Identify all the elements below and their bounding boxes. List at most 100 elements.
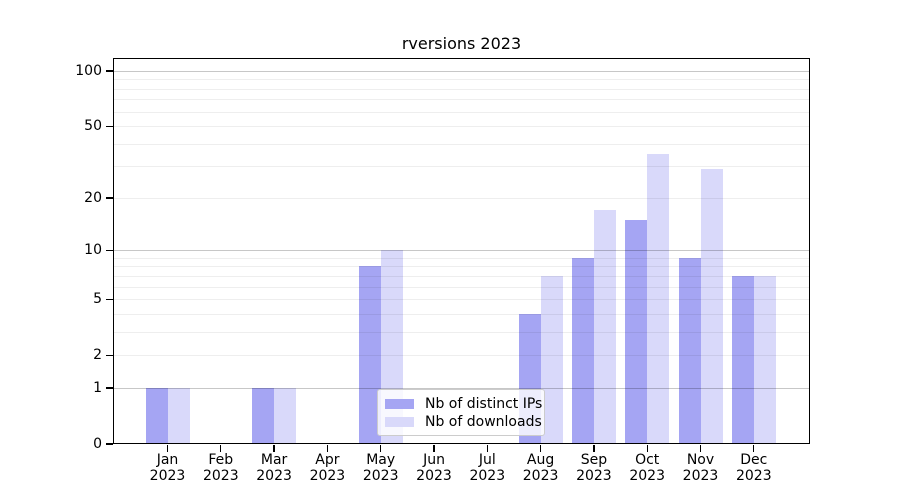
x-tick-year: 2023 <box>629 467 665 484</box>
x-tick-year: 2023 <box>362 467 399 484</box>
y-tick <box>106 387 113 389</box>
x-tick-label: Oct 2023 <box>619 452 675 484</box>
x-tick-label: Feb 2023 <box>193 452 249 484</box>
minor-gridline <box>113 286 810 288</box>
x-tick <box>699 445 702 452</box>
x-tick-month: Jun <box>423 452 445 468</box>
x-tick-year: 2023 <box>416 467 452 484</box>
minor-gridline <box>113 166 810 168</box>
legend-label-distinct-ips: Nb of distinct IPs <box>425 396 543 412</box>
minor-gridline <box>113 99 810 101</box>
y-tick <box>106 197 113 199</box>
x-tick <box>486 445 488 452</box>
bar-downloads <box>540 275 563 444</box>
x-tick-year: 2023 <box>469 467 506 484</box>
x-tick-month: Feb <box>208 452 234 468</box>
bar-downloads <box>593 210 616 444</box>
minor-gridline <box>113 313 810 315</box>
x-tick <box>380 445 382 452</box>
y-tick-label: 5 <box>93 291 102 308</box>
x-tick-label: Jan 2023 <box>140 452 196 484</box>
x-tick-label: Mar 2023 <box>246 452 302 484</box>
minor-gridline <box>113 143 810 145</box>
major-gridline <box>113 250 810 252</box>
x-tick-month: Oct <box>635 452 660 468</box>
bar-downloads <box>274 387 297 444</box>
y-tick-label: 1 <box>93 379 102 396</box>
legend-item-distinct-ips: Nb of distinct IPs <box>385 395 542 413</box>
x-tick-label: Sep 2023 <box>566 452 622 484</box>
x-tick <box>166 445 169 452</box>
minor-gridline <box>113 197 810 199</box>
bar-distinct-ips <box>252 387 275 444</box>
x-tick-year: 2023 <box>149 467 186 484</box>
legend-item-downloads: Nb of downloads <box>385 413 542 431</box>
x-tick-label: May 2023 <box>353 452 409 484</box>
y-tick <box>106 298 113 300</box>
legend-label-downloads: Nb of downloads <box>425 414 542 430</box>
minor-gridline <box>113 79 810 81</box>
minor-gridline <box>113 299 810 301</box>
minor-gridline <box>113 257 810 259</box>
x-tick <box>593 445 595 452</box>
major-gridline <box>113 71 810 72</box>
y-tick <box>106 354 113 356</box>
minor-gridline <box>113 111 810 113</box>
minor-gridline <box>113 126 810 128</box>
x-tick <box>326 445 329 452</box>
bar-distinct-ips <box>678 257 701 444</box>
y-tick-label: 100 <box>75 63 102 79</box>
x-tick-month: May <box>366 452 396 468</box>
minor-gridline <box>113 88 810 90</box>
x-tick-month: Jan <box>156 452 179 468</box>
x-tick-label: Apr 2023 <box>299 452 355 484</box>
y-tick-label: 0 <box>93 436 102 452</box>
x-tick-year: 2023 <box>202 467 239 484</box>
x-tick-month: Mar <box>260 452 288 468</box>
legend-swatch-distinct-ips <box>385 399 414 409</box>
minor-gridline <box>113 331 810 333</box>
x-tick-month: Aug <box>526 452 555 468</box>
bar-distinct-ips <box>731 275 754 444</box>
x-tick <box>273 445 275 452</box>
x-tick-year: 2023 <box>682 467 719 484</box>
bar-downloads <box>167 387 190 444</box>
x-tick-label: Dec 2023 <box>726 452 782 484</box>
bar-distinct-ips <box>571 257 594 444</box>
x-tick-month: Jul <box>478 452 496 468</box>
x-tick-year: 2023 <box>309 467 346 484</box>
y-tick <box>106 70 113 72</box>
x-tick-year: 2023 <box>256 467 292 484</box>
x-tick <box>220 445 222 452</box>
x-tick <box>433 445 435 452</box>
x-tick-month: Dec <box>740 452 768 468</box>
minor-gridline <box>113 275 810 277</box>
x-tick-year: 2023 <box>735 467 772 484</box>
bar-distinct-ips <box>145 387 168 444</box>
bar-downloads <box>753 275 776 444</box>
x-tick-year: 2023 <box>522 467 559 484</box>
x-tick-label: Jul 2023 <box>459 452 515 484</box>
x-tick-month: Sep <box>580 452 608 468</box>
x-tick <box>753 445 755 452</box>
x-tick-year: 2023 <box>576 467 612 484</box>
bar-distinct-ips <box>358 266 381 444</box>
y-tick-label: 10 <box>84 242 102 259</box>
bar-distinct-ips <box>625 219 648 444</box>
x-tick <box>646 445 648 452</box>
x-tick <box>539 445 542 452</box>
y-tick <box>106 443 113 445</box>
x-tick-month: Apr <box>315 452 340 468</box>
major-gridline <box>113 387 810 389</box>
x-tick-label: Nov 2023 <box>673 452 729 484</box>
bar-downloads <box>647 154 670 444</box>
x-tick-month: Nov <box>686 452 715 468</box>
minor-gridline <box>113 266 810 268</box>
minor-gridline <box>113 355 810 357</box>
y-tick-label: 20 <box>84 189 102 206</box>
y-tick-label: 50 <box>84 118 102 135</box>
legend: Nb of distinct IPs Nb of downloads <box>377 389 545 436</box>
chart-title: rversions 2023 <box>401 34 522 53</box>
legend-swatch-downloads <box>385 417 414 427</box>
